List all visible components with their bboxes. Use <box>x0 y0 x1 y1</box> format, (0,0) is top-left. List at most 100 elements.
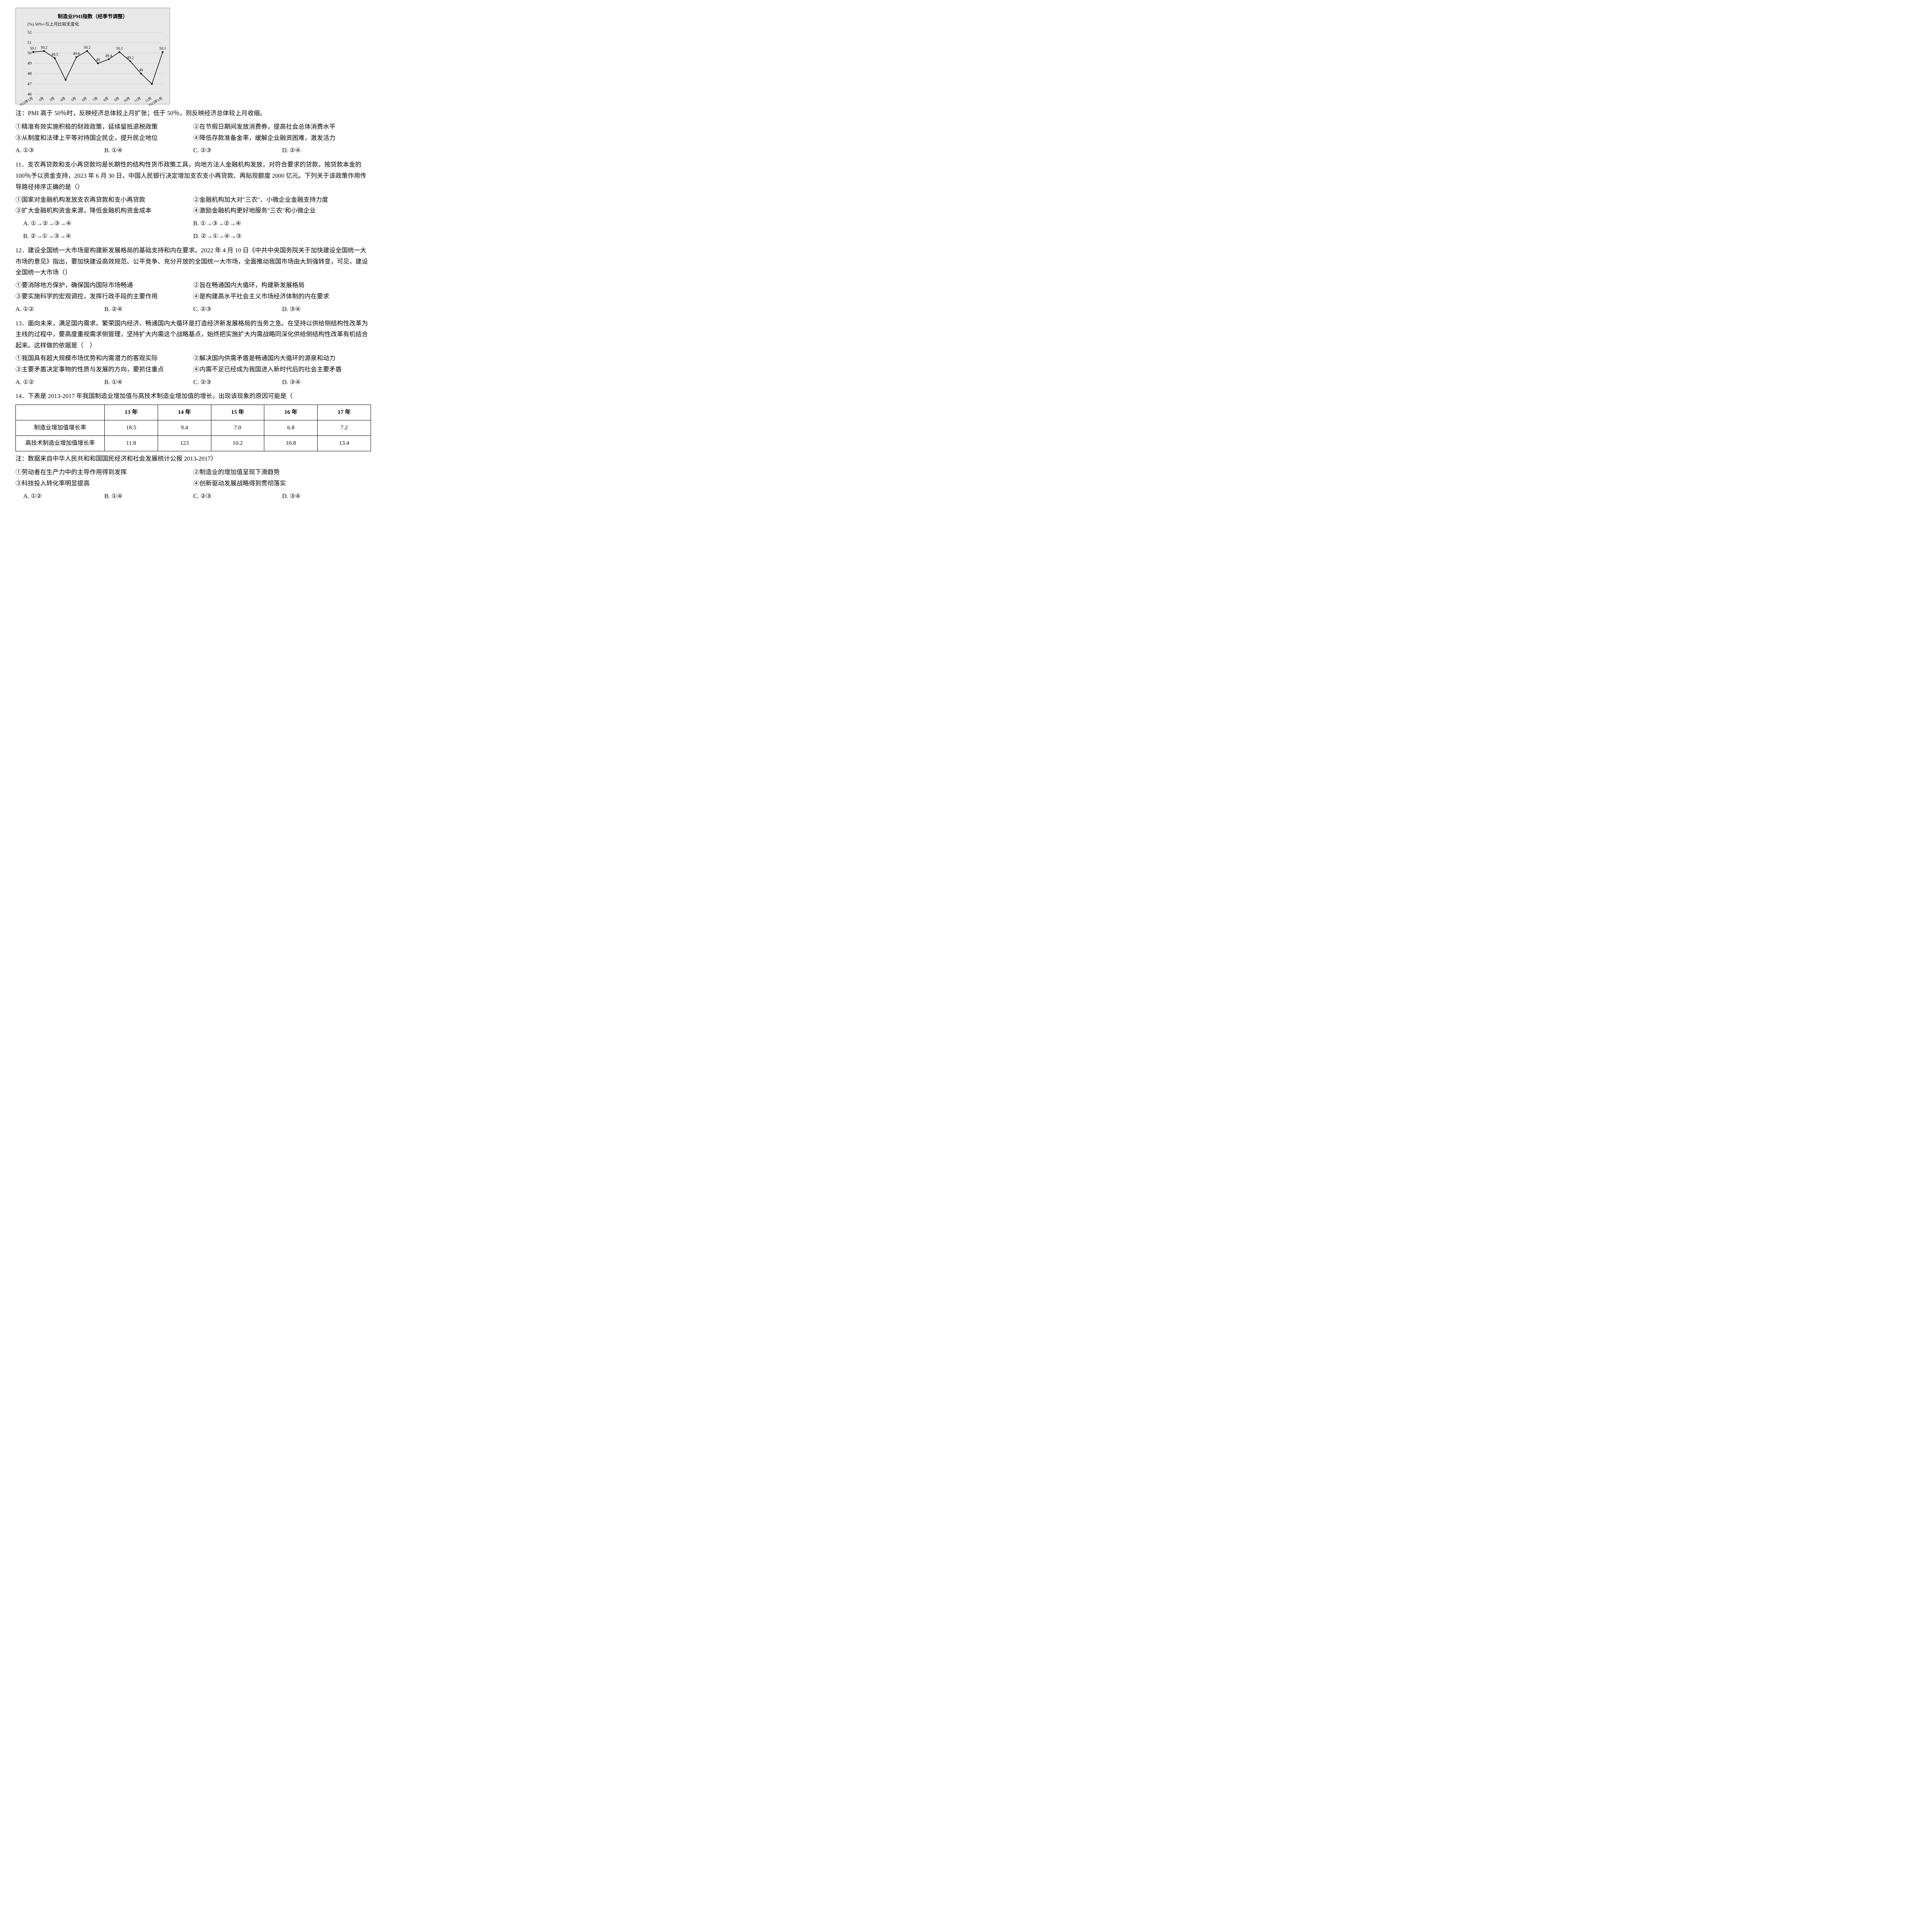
svg-text:49.6: 49.6 <box>73 52 80 56</box>
svg-text:49.2: 49.2 <box>127 56 134 60</box>
q13-opt-c: C. ②③ <box>193 377 282 388</box>
table-row: 制造业增加值增长率18.59.47.06.87.2 <box>16 420 371 436</box>
table-cell: 6.8 <box>264 420 318 436</box>
q12-opt-d: D. ③④ <box>282 304 371 315</box>
q13-opt-d: D. ③④ <box>282 377 371 388</box>
svg-text:49: 49 <box>27 61 32 66</box>
table-cell: 高技术制造业增加值增长率 <box>16 436 105 451</box>
svg-text:50.1: 50.1 <box>30 47 37 51</box>
svg-text:48: 48 <box>27 71 32 76</box>
q11-opt-d: D. ②→①→④→③ <box>193 231 371 242</box>
svg-text:51: 51 <box>27 41 32 45</box>
table-cell: 10.2 <box>211 436 264 451</box>
q14-opt-b: B. ①④ <box>104 491 193 502</box>
q12-opt-c: C. ②③ <box>193 304 282 315</box>
svg-text:6月: 6月 <box>81 96 88 102</box>
q14-options: A. ①② B. ①④ C. ②③ D. ③④ <box>15 491 371 502</box>
q11-opt-c: B. ②→①→③→④ <box>15 231 193 242</box>
pmi-chart: 制造业PMI指数（经季节调整） (%) 50%=与上月比较无变化 46 47 48 4… <box>15 8 170 104</box>
q13-opt-b: B. ①④ <box>104 377 193 388</box>
q11-p1: ①国家对金融机构发放支农再贷款和支小再贷款 <box>15 195 193 206</box>
q13-p4: ④内需不足已经成为我国进入新时代后的社会主要矛盾 <box>193 364 371 376</box>
q10-p3: ③从制度和法律上平等对持国企民企，提升民企地位 <box>15 133 193 144</box>
svg-text:52: 52 <box>27 30 32 35</box>
q13-points: ①我国具有超大规模市场优势和内需潜力的客观实际 ②解决国内供需矛盾是畅通国内大循… <box>15 353 371 376</box>
q12-p3: ③要实施科学的宏观调控，发挥行政手段的主要作用 <box>15 291 193 303</box>
q14-opt-a: A. ①② <box>15 491 104 502</box>
table-cell: 11.8 <box>105 436 158 451</box>
table-cell: 制造业增加值增长率 <box>16 420 105 436</box>
table-row: 高技术制造业增加值增长率11.812310.210.813.4 <box>16 436 371 451</box>
q13-stem: 13．面向未来，满足国内需求、繁荣国内经济、畅通国内大循环是打造经济新发展格局的… <box>15 318 371 352</box>
svg-text:48: 48 <box>139 68 143 73</box>
q11-points: ①国家对金融机构发放支农再贷款和支小再贷款 ②金融机构加大对"三农"、小微企业金… <box>15 195 371 217</box>
q13-p3: ③主要矛盾决定事物的性质与发展的方向，要抓住重点 <box>15 364 193 376</box>
q12-options: A. ①② B. ②④ C. ②③ D. ③④ <box>15 304 371 315</box>
svg-text:49.5: 49.5 <box>51 53 58 57</box>
table-header: 15 年 <box>211 405 264 420</box>
svg-text:3月: 3月 <box>49 96 55 102</box>
svg-text:46: 46 <box>27 92 32 97</box>
q12-opt-a: A. ①② <box>15 304 104 315</box>
table-cell: 7.0 <box>211 420 264 436</box>
table-header: 13 年 <box>105 405 158 420</box>
q11-opt-a: A. ①→②→③→④ <box>15 218 193 230</box>
svg-text:2月: 2月 <box>38 96 44 102</box>
q11-p4: ④激励金融机构更好地服务"三农"和小微企业 <box>193 206 371 217</box>
svg-text:50.1: 50.1 <box>159 47 166 51</box>
svg-text:10月: 10月 <box>123 96 131 103</box>
svg-text:4月: 4月 <box>60 96 66 102</box>
q10-points: ①精准有效实施积极的财政政策，延续留抵退税政策 ②在节假日期间发放消费券，提高社… <box>15 122 371 144</box>
q10-opt-d: D. ②④ <box>282 145 371 156</box>
q14-opt-d: D. ③④ <box>282 491 371 502</box>
svg-text:8月: 8月 <box>103 96 109 102</box>
table-cell: 18.5 <box>105 420 158 436</box>
q11-stem: 11．支农再贷款和支小再贷款均是长期性的结构性货币政策工具，向地方法人金融机构发… <box>15 160 371 193</box>
q14-p4: ④创新驱动发展战略得到贯彻落实 <box>193 478 371 490</box>
q14-table: 13 年14 年15 年16 年17 年制造业增加值增长率18.59.47.06… <box>15 405 371 451</box>
svg-text:11月: 11月 <box>134 96 141 103</box>
q14-stem: 14．下表是 2013-2017 年我国制造业增加值与高技术制造业增加值的增长，… <box>15 391 371 402</box>
q14-note: 注：数据来自中华人民共和和国国民经济和社会发展统计公报 2013-2017） <box>15 454 371 465</box>
q10-options: A. ①③ B. ①④ C. ②③ D. ②④ <box>15 145 371 156</box>
table-cell: 7.2 <box>318 420 371 436</box>
q14-points: ①劳动者在生产力中的主导作用得到发挥 ②制造业的增加值呈现下滑趋势 ③科技投入转… <box>15 467 371 490</box>
svg-text:2022年1月: 2022年1月 <box>20 96 34 106</box>
chart-svg: 464748495051522022年1月2月3月4月5月6月7月8月9月10月… <box>20 29 167 106</box>
svg-text:50.2: 50.2 <box>84 46 91 50</box>
q13-p2: ②解决国内供需矛盾是畅通国内大循环的源泉和动力 <box>193 353 371 364</box>
table-cell: 10.8 <box>264 436 318 451</box>
q12-p2: ②旨在畅通国内大循环，构建新发展格局 <box>193 280 371 291</box>
table-header <box>16 405 105 420</box>
svg-text:47: 47 <box>27 82 32 87</box>
q10-opt-c: C. ②③ <box>193 145 282 156</box>
q14-p3: ③科技投入转化率明显提高 <box>15 478 193 490</box>
table-header: 14 年 <box>158 405 211 420</box>
q10-p4: ④降低存款准备金率，缓解企业融资困难，激发活力 <box>193 133 371 144</box>
q12-opt-b: B. ②④ <box>104 304 193 315</box>
table-header: 16 年 <box>264 405 318 420</box>
table-cell: 123 <box>158 436 211 451</box>
q10-p1: ①精准有效实施积极的财政政策，延续留抵退税政策 <box>15 122 193 133</box>
q11-p2: ②金融机构加大对"三农"、小微企业金融支持力度 <box>193 195 371 206</box>
svg-text:7月: 7月 <box>92 96 99 102</box>
q11-options-row1: A. ①→②→③→④ B. ①→③→②→④ <box>15 218 371 230</box>
chart-title: 制造业PMI指数（经季节调整） <box>20 12 166 21</box>
table-cell: 9.4 <box>158 420 211 436</box>
q14-p2: ②制造业的增加值呈现下滑趋势 <box>193 467 371 478</box>
q10-opt-a: A. ①③ <box>15 145 104 156</box>
svg-text:5月: 5月 <box>70 96 77 102</box>
q13-opt-a: A. ①② <box>15 377 104 388</box>
q10-p2: ②在节假日期间发放消费券，提高社会总体消费水平 <box>193 122 371 133</box>
q12-p4: ④是构建高水平社会主义市场经济体制的内在要求 <box>193 291 371 303</box>
q14-opt-c: C. ②③ <box>193 491 282 502</box>
svg-text:50.2: 50.2 <box>41 46 48 50</box>
q12-points: ①要消除地方保护，确保国内国际市场畅通 ②旨在畅通国内大循环，构建新发展格局 ③… <box>15 280 371 303</box>
table-header: 17 年 <box>318 405 371 420</box>
q11-options-row2: B. ②→①→③→④ D. ②→①→④→③ <box>15 231 371 242</box>
svg-text:49: 49 <box>96 58 100 62</box>
q13-p1: ①我国具有超大规模市场优势和内需潜力的客观实际 <box>15 353 193 364</box>
chart-subtitle: (%) 50%=与上月比较无变化 <box>27 21 166 29</box>
table-cell: 13.4 <box>318 436 371 451</box>
q12-stem: 12．建设全国统一大市场是构建新发展格局的基础支持和内在要求。2022 年 4 … <box>15 245 371 279</box>
